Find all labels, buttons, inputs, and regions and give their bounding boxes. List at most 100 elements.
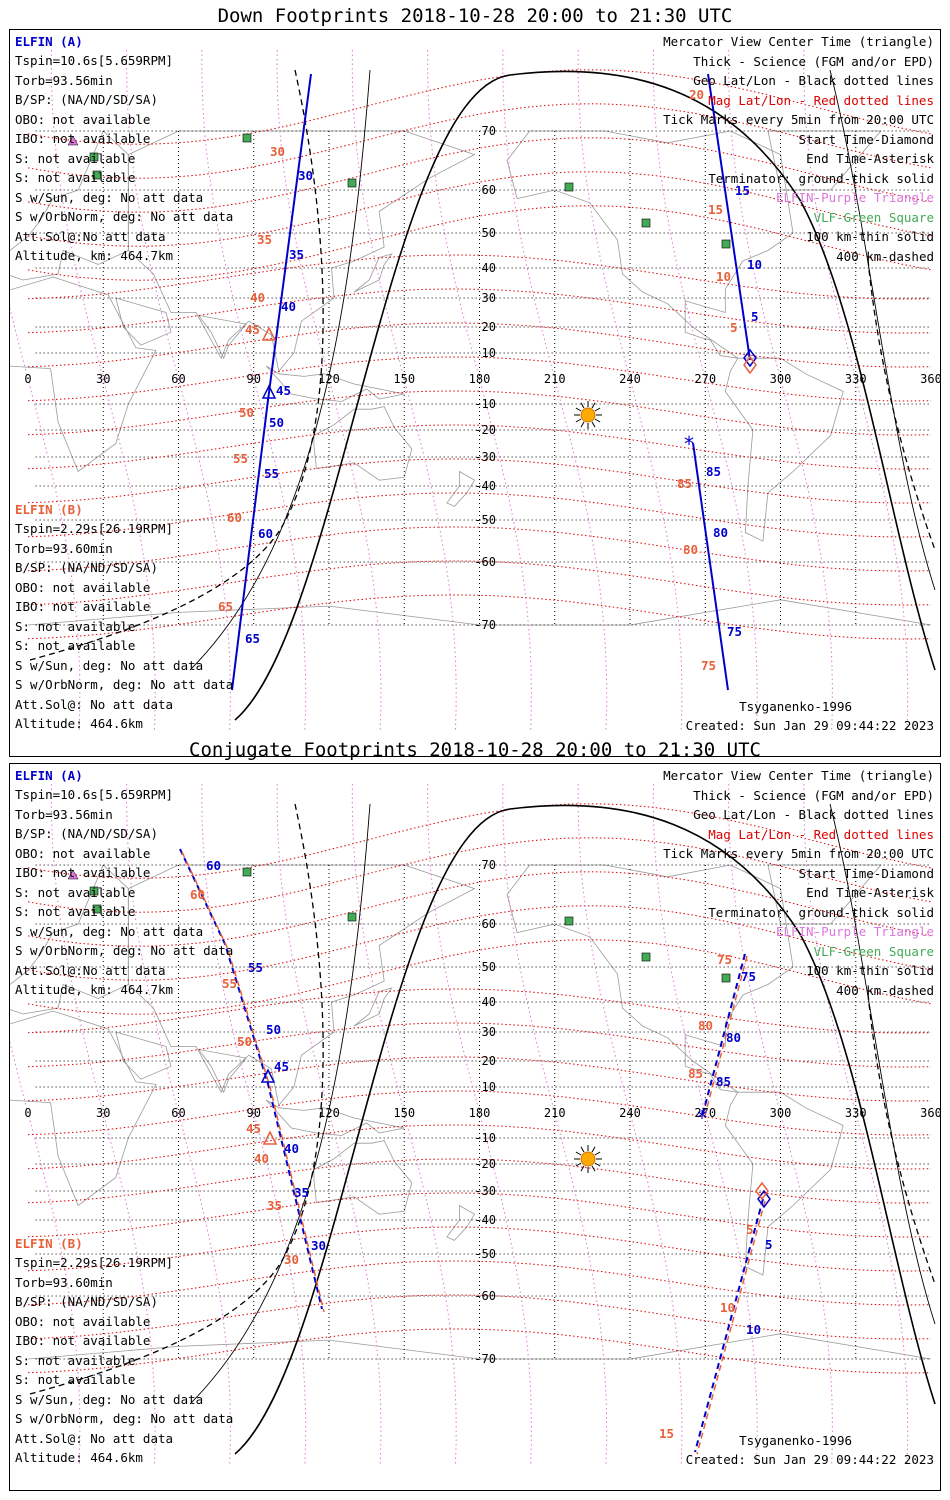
legend-item: Tick Marks every 5min from 20:00 UTC <box>663 112 934 127</box>
continent-6 <box>265 1099 405 1136</box>
mag-parallel <box>27 1260 932 1306</box>
legend-item: Thick - Science (FGM and/or EPD) <box>693 53 934 69</box>
legend-item: Mag Lat/Lon - Red dotted lines <box>708 92 934 108</box>
terminator-ground <box>234 70 936 721</box>
elfin-a-info-line: OBO: not available <box>15 845 151 861</box>
mag-parallel <box>27 356 932 402</box>
elfin-a-info-line: Att.Sol@:No att data <box>15 962 166 978</box>
elfin-b-tick2-label: 20 <box>689 87 705 102</box>
conjugate-footprints-map[interactable]: 0 30 60 90 120 150 180 210 240 270 300 330 360 70 60 50… <box>9 763 942 1491</box>
elfin-b-info-line: Tspin=2.29s[26.19RPM] <box>15 1255 174 1270</box>
map-canvas: 0 30 60 90 120 150 180 210 240 270 300 330 360 70 60 50… <box>10 49 942 731</box>
center-triangle-b <box>262 1130 278 1145</box>
elfin-b-tick-label: 40 <box>254 1151 270 1166</box>
lat-tick-label: 20 <box>482 320 496 334</box>
elfin-b-tick-label: 45 <box>245 322 261 337</box>
legend-item: Terminator: ground-thick solid <box>708 904 934 920</box>
lat-tick-label: -10 <box>474 397 496 411</box>
continent-1 <box>10 864 129 1015</box>
lat-tick-label: 60 <box>482 917 496 931</box>
elfin-b-tick2-label: 15 <box>708 202 724 217</box>
elfin-a-info-line: Altitude, km: 464.7km <box>15 248 174 263</box>
mag-parallel <box>27 254 932 300</box>
mag-parallel <box>27 1158 932 1204</box>
elfin-a-track-america-south <box>692 442 729 691</box>
terminator-400km <box>29 803 936 1395</box>
down-footprints-map[interactable]: 0 30 60 90 120 150 180 210 240 270 300 330 360 70 60 50… <box>9 29 942 757</box>
elfin-a-tick2-label: 15 <box>735 183 751 198</box>
mag-parallel <box>27 492 932 538</box>
elfin-ground-station-triangle <box>67 869 79 880</box>
elfin-b-tick-label: 30 <box>284 1252 300 1267</box>
elfin-a-info-line: IBO: not available <box>15 865 151 880</box>
elfin-b-track-asia <box>181 851 325 1313</box>
mag-meridian <box>652 49 758 731</box>
elfin-b-info-line: Tspin=2.29s[26.19RPM] <box>15 521 174 536</box>
mag-parallel <box>27 1124 932 1170</box>
lat-tick-label: 70 <box>482 858 496 872</box>
vlf-station-square <box>242 867 252 877</box>
lat-tick-label: 70 <box>482 124 496 138</box>
lon-tick-label: 210 <box>544 1106 566 1120</box>
mag-parallel <box>27 1226 932 1272</box>
lon-tick-label: 330 <box>845 372 867 386</box>
vlf-station-square <box>564 916 574 926</box>
mag-parallel <box>27 322 932 368</box>
elfin-b-tick-label: 40 <box>250 290 266 305</box>
elfin-a-tick-label: 60 <box>258 526 274 541</box>
mag-meridian <box>728 783 833 1465</box>
vlf-station-square <box>347 912 357 922</box>
legend-item: VLF-Green Square <box>813 943 934 959</box>
elfin-b-tick2-label: 10 <box>716 269 732 284</box>
mag-parallel <box>27 526 932 572</box>
continent-0 <box>10 1010 157 1207</box>
lat-tick-label: 40 <box>482 261 496 275</box>
panel1-title: Down Footprints 2018-10-28 20:00 to 21:3… <box>217 5 733 27</box>
continent-1 <box>10 130 129 281</box>
elfin-b-tick2-label: 10 <box>720 1300 736 1315</box>
lon-tick-label: 30 <box>96 372 110 386</box>
mag-parallel <box>27 390 932 436</box>
elfin-b-header: ELFIN (B) <box>15 502 83 517</box>
legend-item: Tick Marks every 5min from 20:00 UTC <box>663 846 934 861</box>
elfin-b-info-line: S: not available <box>15 618 136 634</box>
panel2-title: Conjugate Footprints 2018-10-28 20:00 to… <box>189 739 761 761</box>
elfin-b-info-line: Altitude: 464.6km <box>15 716 143 731</box>
lon-tick-label: 150 <box>393 372 415 386</box>
elfin-a-tick2-label: 75 <box>741 969 757 984</box>
lat-tick-label: -50 <box>474 513 496 527</box>
mag-meridian <box>652 783 758 1465</box>
legend-item: Thick - Science (FGM and/or EPD) <box>693 787 934 803</box>
elfin-b-tick-label: 65 <box>218 599 234 614</box>
legend-item: Terminator: ground-thick solid <box>708 170 934 186</box>
elfin-a-track-asia <box>231 73 312 691</box>
elfin-b-tick-label: 45 <box>246 1121 262 1136</box>
elfin-a-info-line: Tspin=10.6s[5.659RPM] <box>15 53 174 68</box>
lat-tick-label: 30 <box>482 1025 496 1039</box>
sun-icon <box>574 1145 602 1173</box>
elfin-b-tick2-label: 75 <box>717 952 733 967</box>
mag-parallel <box>27 1090 932 1136</box>
mag-meridian <box>502 49 608 731</box>
elfin-b-info-line: S: not available <box>15 1372 136 1387</box>
elfin-b-tick-label: 35 <box>267 1198 283 1213</box>
mag-meridian <box>276 783 382 1465</box>
legend-item: VLF-Green Square <box>813 209 934 225</box>
vlf-station-square <box>641 218 651 228</box>
elfin-b-info-line: IBO: not available <box>15 1333 151 1348</box>
center-triangle-a <box>260 1068 276 1083</box>
mag-meridian <box>351 49 457 731</box>
elfin-b-tick-label: 50 <box>237 1034 253 1049</box>
continent-7 <box>313 1140 413 1215</box>
legend-item: 100 km-thin solid <box>806 229 934 244</box>
elfin-a-tick2-label: 5 <box>751 309 759 324</box>
lat-tick-label: -60 <box>474 555 496 569</box>
elfin-b-tick2-label: 80 <box>683 542 699 557</box>
elfin-b-info-line: IBO: not available <box>15 599 151 614</box>
elfin-a-tick-label: 30 <box>311 1238 327 1253</box>
elfin-b-tick2-label: 5 <box>730 320 738 335</box>
elfin-a-tick-label: 55 <box>264 466 280 481</box>
elfin-b-tick-label: 60 <box>227 510 243 525</box>
elfin-a-info-line: S: not available <box>15 884 136 900</box>
mag-parallel <box>27 1294 932 1340</box>
